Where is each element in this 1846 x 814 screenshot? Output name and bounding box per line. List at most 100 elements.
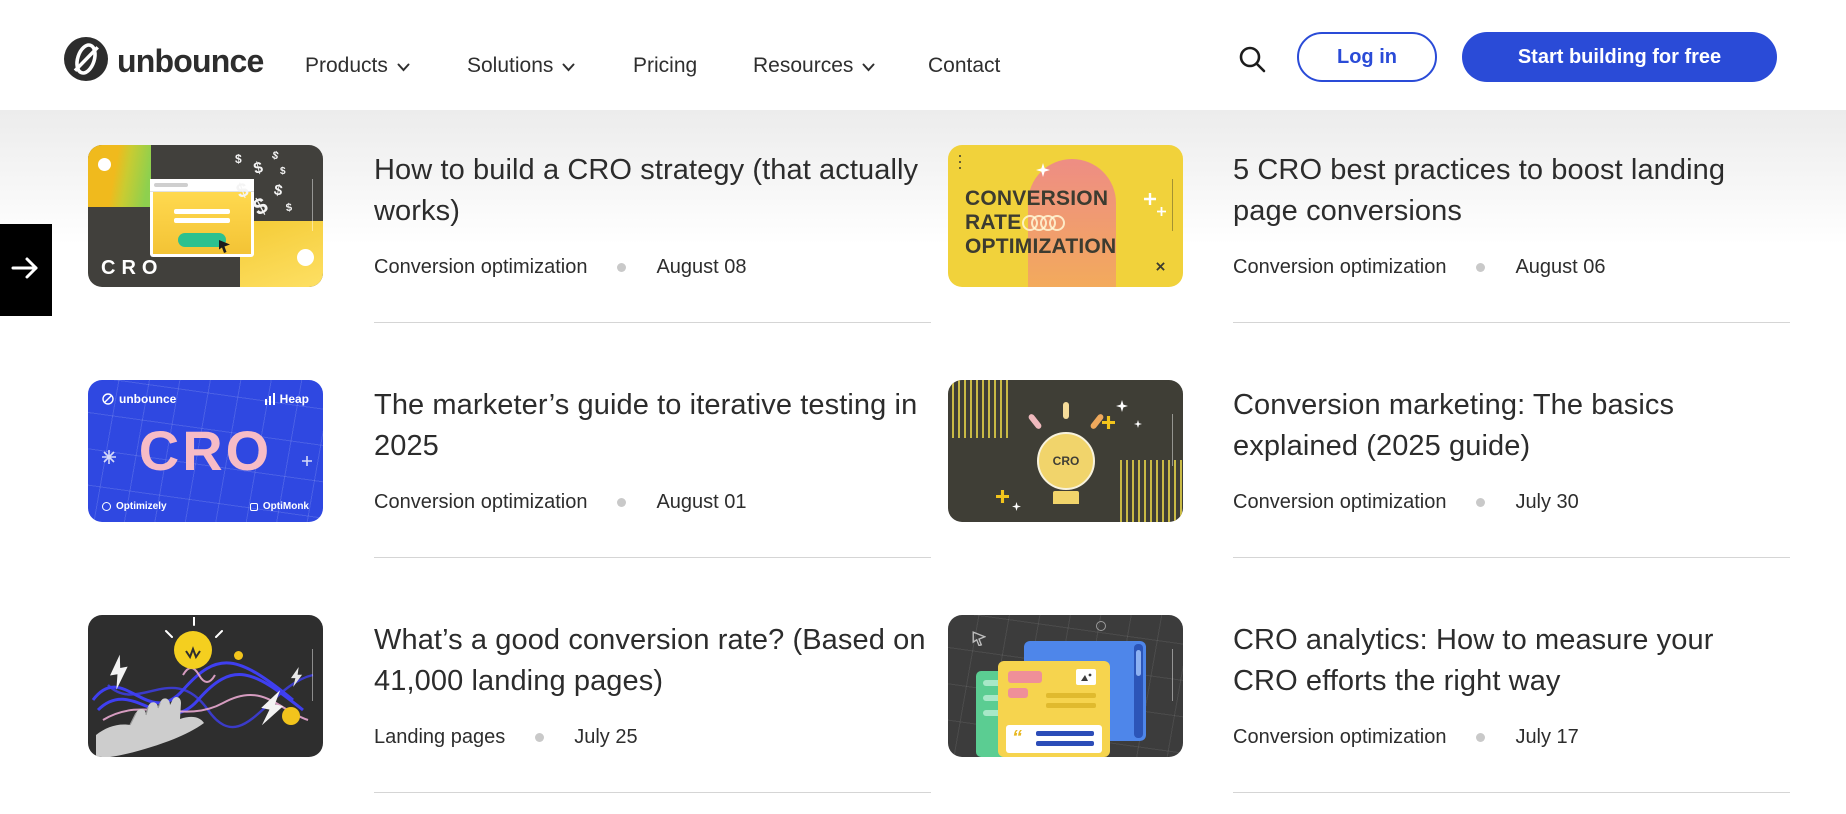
post-date: August 01 [656,491,747,513]
lightbulb-illustration: CRO [1037,432,1095,490]
post-category[interactable]: Landing pages [374,726,506,748]
dot-separator [1476,263,1486,272]
dot-separator [1476,733,1486,742]
dollar-icon: $ [272,181,284,200]
post-thumbnail-conversion-marketing[interactable]: CRO [948,380,1183,522]
post-meta: Conversion optimization July 30 [1233,491,1579,514]
yellow-dot [234,651,243,660]
pink-block [1008,688,1028,698]
post-category[interactable]: Conversion optimization [1233,726,1447,748]
unbounce-logo[interactable]: unbounce [64,37,264,86]
quote-icon: “ [1012,727,1022,749]
post-thumbnail-cro-analytics[interactable]: “ [948,615,1183,757]
grid-decoration [88,380,323,522]
top-navigation-bar: unbounce Products Solutions Pricing Reso… [0,0,1846,110]
post-title[interactable]: How to build a CRO strategy (that actual… [374,154,919,227]
nav-item-products[interactable]: Products [305,54,410,78]
nav-item-label: Resources [753,54,854,77]
plus-icon [302,456,312,466]
rings-decoration [1022,215,1066,232]
search-button[interactable] [1232,40,1272,80]
optimonk-icon [249,502,258,511]
post-thumbnail-conversion-rate[interactable] [88,615,323,757]
logo-text: Heap [279,392,309,406]
heap-bars-icon [264,393,275,405]
sparkle-icon [1134,420,1142,428]
nav-item-solutions[interactable]: Solutions [467,54,575,78]
post-date: August 06 [1515,256,1606,278]
post-date: July 17 [1515,726,1579,748]
post-thumbnail-cro-best-practices[interactable]: CONVERSION RATE OPTIMIZATION [948,145,1183,287]
edge-decoration [1172,179,1173,231]
logo-wordmark: unbounce [117,43,264,79]
bulb-ray [1027,412,1043,431]
text-line-decoration [1046,703,1096,708]
side-panel-toggle[interactable] [0,224,52,316]
search-icon [1237,44,1267,77]
page-front-yellow: “ [998,661,1110,757]
yellow-dot [282,707,300,725]
nav-item-resources[interactable]: Resources [753,54,875,78]
sparkle-icon [1012,502,1021,511]
quote-block: “ [1006,725,1102,753]
post-thumbnail-iterative-testing[interactable]: unbounce Heap CRO Optimizely OptiMonk [88,380,323,522]
hatch-square [948,380,1012,438]
text-line: OPTIMIZATION [965,235,1117,258]
post-title[interactable]: What’s a good conversion rate? (Based on… [374,624,926,697]
text-line: RATE [965,211,1116,235]
post-title[interactable]: Conversion marketing: The basics explain… [1233,389,1675,462]
edge-decoration [312,179,313,231]
nav-item-label: Solutions [467,54,554,77]
row-divider [1233,322,1790,323]
plus-icon [1157,207,1166,216]
post-date: August 08 [656,256,747,278]
bulb-rays [165,617,223,638]
dot-separator [535,733,545,742]
post-category[interactable]: Conversion optimization [374,256,588,278]
nav-item-pricing[interactable]: Pricing [633,54,697,78]
cursor-outline-icon [972,631,986,646]
edge-decoration [1172,649,1173,701]
edge-decoration [312,649,313,701]
lightning-icon [110,654,128,690]
x-mark-icon [1156,262,1165,271]
green-button-illustration [178,233,226,247]
hand-illustration [96,697,204,757]
cro-label: CRO [138,419,273,482]
log-in-button[interactable]: Log in [1297,32,1437,82]
heap-logo: Heap [264,392,309,406]
post-title[interactable]: The marketer’s guide to iterative testin… [374,389,918,462]
nav-item-contact[interactable]: Contact [928,54,1000,78]
sparkle-icon [1116,400,1128,412]
dollar-icon: $ [280,166,286,177]
unbounce-mini-icon [102,393,114,405]
post-title[interactable]: 5 CRO best practices to boost landing pa… [1233,154,1726,227]
logo-text: Optimizely [116,501,167,512]
post-meta: Conversion optimization August 08 [374,256,747,279]
start-building-button[interactable]: Start building for free [1462,32,1777,82]
optimonk-logo: OptiMonk [249,501,309,512]
post-title[interactable]: CRO analytics: How to measure your CRO e… [1233,624,1714,697]
pink-block [1008,671,1042,683]
unbounce-logo-icon [64,37,108,86]
dot-separator [617,263,627,272]
post-category[interactable]: Conversion optimization [1233,491,1447,513]
post-date: July 30 [1515,491,1579,513]
post-category[interactable]: Conversion optimization [1233,256,1447,278]
dollar-icon: $ [270,149,280,163]
post-thumbnail-cro-strategy[interactable]: $ $ $ $ $ $ $ $ CRO [88,145,323,287]
lightbulb-illustration [174,631,212,669]
dot-separator [617,498,627,507]
dot-decoration [98,158,111,171]
post-meta: Landing pages July 25 [374,726,638,749]
dollar-icon: $ [285,201,293,215]
cro-label: CRO [101,257,164,279]
row-divider [374,322,931,323]
nav-item-label: Products [305,54,388,77]
scrollbar-decoration [1134,644,1143,738]
row-divider [1233,557,1790,558]
edge-decoration [1172,414,1173,466]
post-category[interactable]: Conversion optimization [374,491,588,513]
browser-body [153,192,251,254]
